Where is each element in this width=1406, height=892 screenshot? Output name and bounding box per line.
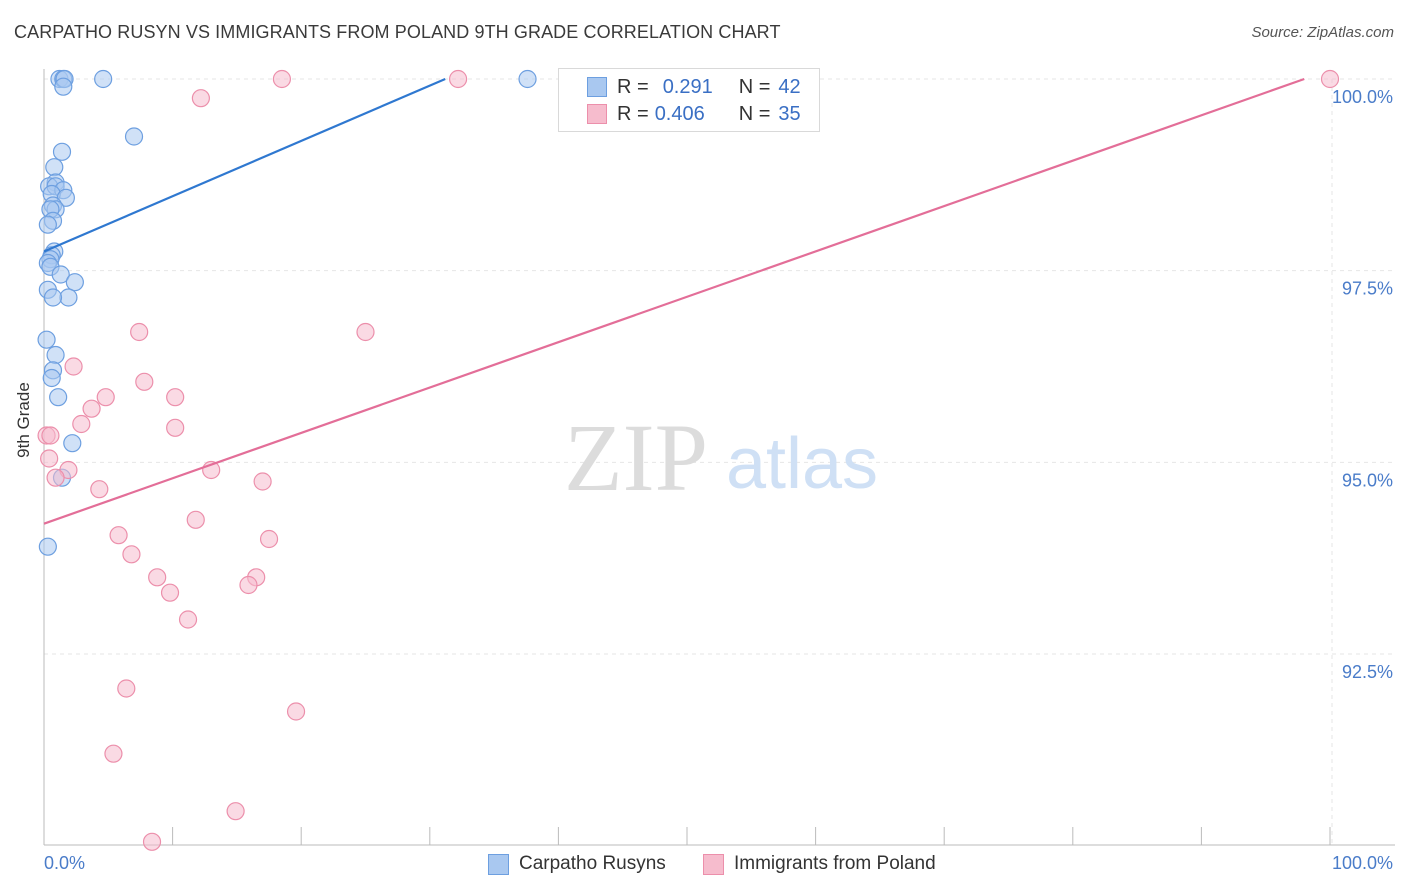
r-value: 0.406 <box>654 102 705 125</box>
poland-point <box>286 702 306 721</box>
poland-point <box>104 744 123 763</box>
carpatho-rusyn-point <box>49 388 68 407</box>
poland-point <box>46 468 65 487</box>
y-tick-label: 97.5% <box>1342 279 1393 299</box>
bottom-legend-label: Immigrants from Poland <box>734 853 936 874</box>
y-tick-label: 100.0% <box>1332 87 1393 107</box>
poland-point <box>90 480 109 499</box>
axes <box>43 69 1395 846</box>
pink-legend-swatch <box>703 853 724 875</box>
poland-point <box>226 802 245 821</box>
stats-legend-row-blue: R = 0.291 N = 42 <box>587 74 801 100</box>
poland-point <box>148 568 167 587</box>
bottom-legend-carpatho: Carpatho Rusyns <box>488 850 666 878</box>
r-label: R = <box>617 75 649 98</box>
poland-point <box>41 426 60 445</box>
x-tick-label: 0.0% <box>44 853 85 873</box>
r-label: R = <box>617 102 649 125</box>
poland-point <box>178 610 198 629</box>
bottom-legend-poland: Immigrants from Poland <box>703 850 936 878</box>
n-value: 35 <box>778 102 801 125</box>
poland-point <box>122 545 141 564</box>
poland-point <box>96 388 115 407</box>
watermark-zip: ZIP <box>564 404 708 511</box>
carpatho-rusyn-point <box>43 288 63 307</box>
poland-point <box>160 583 180 602</box>
carpatho-rusyn-point <box>518 69 537 89</box>
carpatho-rusyn-point <box>63 434 82 453</box>
n-label: N = <box>738 75 771 98</box>
poland-point <box>142 832 162 851</box>
carpatho-rusyn-point <box>52 142 72 161</box>
poland-point <box>259 529 279 549</box>
poland-point <box>130 322 149 342</box>
y-axis-label: 9th Grade <box>14 382 33 458</box>
poland-point <box>239 575 258 595</box>
carpatho-rusyn-point <box>38 215 57 234</box>
y-tick-label: 95.0% <box>1342 470 1393 490</box>
n-label: N = <box>738 102 771 125</box>
blue-swatch <box>587 77 607 97</box>
gridlines <box>44 78 1395 845</box>
poland-point <box>166 388 185 407</box>
carpatho-rusyn-point <box>45 158 64 177</box>
watermark: ZIP atlas <box>564 404 878 511</box>
poland-point <box>109 526 128 545</box>
poland-point <box>64 357 83 376</box>
trend-lines <box>43 77 1305 525</box>
poland-point <box>72 414 91 434</box>
y-tick-label: 92.5% <box>1342 662 1393 682</box>
pink-swatch <box>587 104 607 124</box>
carpatho-rusyn-point <box>38 537 57 556</box>
poland-point <box>272 69 292 89</box>
scatter-points <box>37 69 1340 851</box>
poland-point <box>1320 69 1340 89</box>
poland-point <box>117 679 136 698</box>
carpatho-rusyn-trend-line <box>43 77 446 253</box>
chart-source: Source: ZipAtlas.com <box>1251 24 1394 41</box>
poland-point <box>166 418 185 437</box>
carpatho-rusyn-point <box>46 345 65 365</box>
x-tick-label: 100.0% <box>1332 853 1393 873</box>
tick-labels: 100.0% 97.5% 95.0% 92.5% 0.0% 100.0% <box>44 87 1393 873</box>
blue-legend-swatch <box>488 853 509 875</box>
carpatho-rusyn-point <box>42 368 61 388</box>
r-value: 0.291 <box>662 75 713 98</box>
n-value: 42 <box>778 75 801 98</box>
carpatho-rusyn-point <box>59 288 78 307</box>
poland-point <box>253 472 272 491</box>
watermark-atlas: atlas <box>726 424 878 504</box>
poland-trend-line <box>43 77 1305 525</box>
poland-point <box>356 322 375 342</box>
carpatho-rusyn-point <box>37 330 56 349</box>
stats-legend: R = 0.291 N = 42 R = 0.406 N = 35 <box>558 68 820 132</box>
carpatho-rusyn-point <box>54 77 73 96</box>
poland-point <box>40 449 59 468</box>
poland-point <box>186 510 205 529</box>
chart-title: CARPATHO RUSYN VS IMMIGRANTS FROM POLAND… <box>14 22 781 42</box>
poland-point <box>191 89 210 108</box>
poland-point <box>82 399 101 418</box>
stats-legend-row-pink: R = 0.406 N = 35 <box>587 101 801 127</box>
poland-point <box>448 69 468 89</box>
poland-point <box>135 372 154 391</box>
carpatho-rusyn-point <box>65 273 84 292</box>
carpatho-rusyn-point <box>94 69 113 89</box>
bottom-legend-label: Carpatho Rusyns <box>519 853 666 874</box>
carpatho-rusyn-point <box>124 127 144 146</box>
carpatho-rusyn-point <box>51 265 70 284</box>
